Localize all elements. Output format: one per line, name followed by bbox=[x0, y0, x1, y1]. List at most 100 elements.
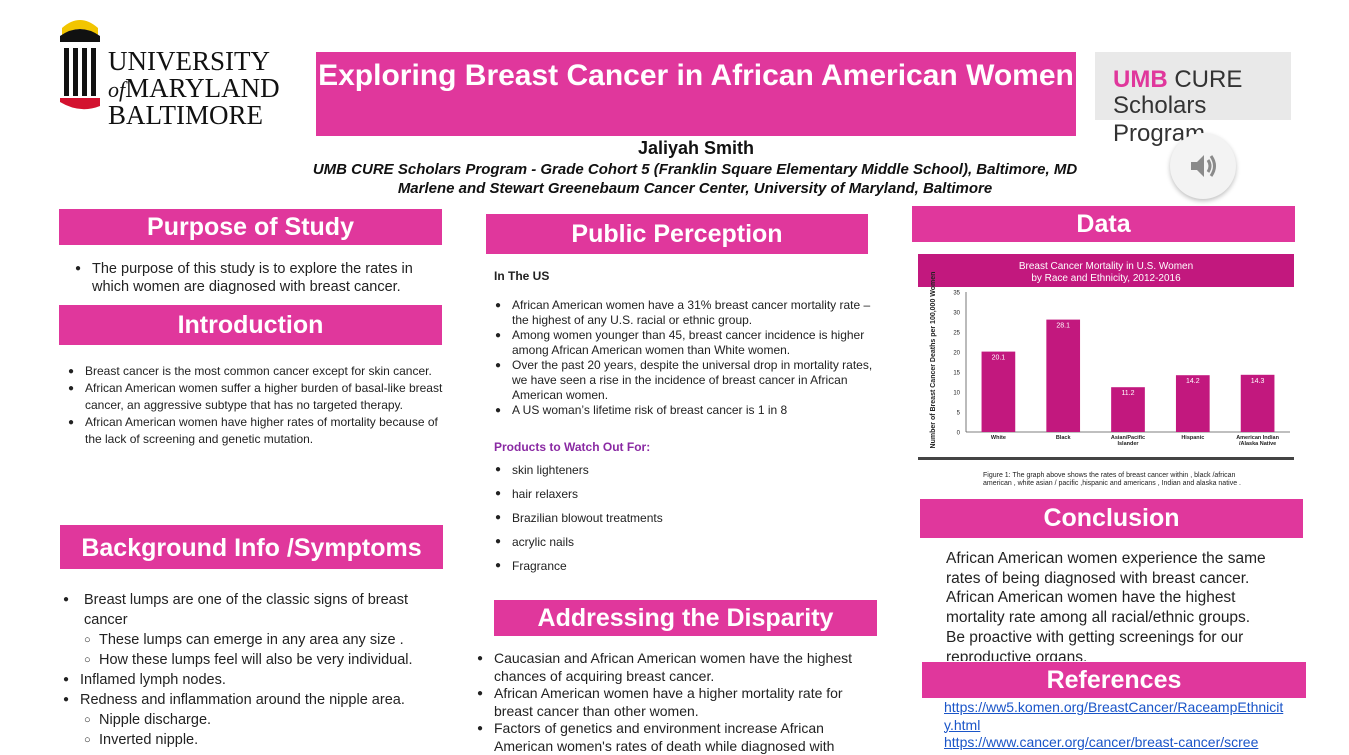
logo-of: of bbox=[108, 77, 126, 102]
umb-dome-icon bbox=[60, 20, 100, 110]
list-item: https://ww5.komen.org/BreastCancer/Racea… bbox=[944, 699, 1289, 734]
conclusion-list: African American women experience the sa… bbox=[946, 549, 1296, 661]
list-item: https://www.cancer.org/cancer/breast-can… bbox=[944, 734, 1289, 752]
list-item: African American women have a 31% breast… bbox=[495, 298, 890, 328]
disparity-list: Caucasian and African American women hav… bbox=[477, 650, 874, 755]
chart-title-line-2: by Race and Ethnicity, 2012-2016 bbox=[1031, 273, 1181, 284]
y-tick-label: 35 bbox=[953, 291, 960, 297]
cure-scholars-logo: UMB CURE Scholars Program bbox=[1095, 52, 1291, 147]
author-name: Jaliyah Smith bbox=[637, 138, 755, 158]
figure-caption: Figure 1: The graph above shows the rate… bbox=[983, 472, 1241, 487]
list-item: Be proactive with getting screenings for… bbox=[946, 628, 1296, 661]
logo-line-3: BALTIMORE bbox=[108, 100, 264, 130]
list-item: African American women have a higher mor… bbox=[477, 685, 874, 720]
list-item: The purpose of this study is to explore … bbox=[75, 260, 432, 296]
list-item: skin lighteners bbox=[495, 458, 812, 482]
speaker-icon bbox=[1191, 155, 1216, 177]
products-heading: Products to Watch Out For: bbox=[494, 440, 651, 454]
logo-line-1: UNIVERSITY bbox=[108, 46, 270, 76]
y-tick-label: 20 bbox=[953, 351, 960, 357]
umb-logo: UNIVERSITY ofMARYLAND BALTIMORE bbox=[58, 14, 288, 129]
mortality-chart: Breast Cancer Mortality in U.S. Women by… bbox=[918, 254, 1294, 460]
list-item: Fragrance bbox=[495, 554, 812, 578]
products-list: skin lighteners hair relaxers Brazilian … bbox=[495, 458, 812, 578]
x-tick-label: Black bbox=[1056, 435, 1072, 441]
y-tick-label: 10 bbox=[953, 391, 960, 397]
list-item: Inflamed lymph nodes. bbox=[63, 670, 440, 690]
chart-bar bbox=[1111, 387, 1145, 432]
introduction-heading: Introduction bbox=[59, 305, 442, 345]
list-item: African American women suffer a higher b… bbox=[68, 380, 445, 414]
bar-value-label: 28.1 bbox=[1056, 323, 1070, 330]
y-tick-label: 15 bbox=[953, 371, 960, 377]
reference-link-1[interactable]: https://ww5.komen.org/BreastCancer/Racea… bbox=[944, 699, 1284, 733]
list-item: Brazilian blowout treatments bbox=[495, 506, 812, 530]
poster-title: Exploring Breast Cancer in African Ameri… bbox=[316, 52, 1076, 136]
list-item: African American women have higher rates… bbox=[68, 414, 445, 448]
y-tick-label: 5 bbox=[957, 411, 961, 417]
background-heading: Background Info /Symptoms bbox=[60, 525, 443, 569]
list-item: hair relaxers bbox=[495, 482, 812, 506]
list-item: A US woman’s lifetime risk of breast can… bbox=[495, 403, 890, 418]
chart-y-label: Number of Breast Cancer Deaths per 100,0… bbox=[930, 272, 937, 449]
x-tick-label: White bbox=[991, 435, 1006, 441]
affiliation-1: UMB CURE Scholars Program - Grade Cohort… bbox=[312, 161, 1078, 178]
list-item: Over the past 20 years, despite the univ… bbox=[495, 358, 890, 403]
cure-logo-accent: UMB bbox=[1113, 66, 1168, 93]
chart-marks: 0 5 10 15 20 25 30 35 20.1 White 28.1 Black 11.2 Asia… bbox=[953, 291, 1279, 448]
list-item: Breast lumps are one of the classic sign… bbox=[63, 590, 440, 670]
x-tick-label: Hispanic bbox=[1181, 435, 1204, 441]
mortality-chart-svg: Breast Cancer Mortality in U.S. Women by… bbox=[918, 254, 1294, 460]
list-item-text: Breast lumps are one of the classic sign… bbox=[84, 592, 408, 628]
sub-list-item: How these lumps feel will also be very i… bbox=[84, 650, 440, 670]
bar-value-label: 14.3 bbox=[1251, 378, 1265, 385]
logo-line-2: MARYLAND bbox=[125, 73, 280, 103]
perception-list: African American women have a 31% breast… bbox=[495, 298, 890, 418]
chart-bar bbox=[981, 351, 1016, 432]
sub-list-item: Inverted nipple. bbox=[84, 730, 440, 750]
x-tick-label: American Indian bbox=[1236, 435, 1279, 441]
bar-value-label: 11.2 bbox=[1121, 390, 1134, 397]
chart-title-line-1: Breast Cancer Mortality in U.S. Women bbox=[1019, 261, 1193, 272]
y-tick-label: 25 bbox=[953, 331, 960, 337]
affiliation-2: Marlene and Stewart Greenebaum Cancer Ce… bbox=[397, 180, 993, 197]
list-item: Caucasian and African American women hav… bbox=[477, 650, 874, 685]
references-list: https://ww5.komen.org/BreastCancer/Racea… bbox=[944, 699, 1289, 753]
list-item: Redness and inflammation around the nipp… bbox=[63, 690, 440, 750]
chart-bar bbox=[1240, 374, 1275, 432]
list-item: Factors of genetics and environment incr… bbox=[477, 720, 874, 755]
purpose-list: The purpose of this study is to explore … bbox=[75, 260, 432, 296]
list-item-text: Redness and inflammation around the nipp… bbox=[80, 692, 405, 708]
introduction-list: Breast cancer is the most common cancer … bbox=[68, 363, 445, 448]
x-tick-label: Asian/Pacific bbox=[1111, 435, 1145, 441]
list-item: African American women have the highest … bbox=[946, 588, 1296, 627]
disparity-heading: Addressing the Disparity bbox=[494, 600, 877, 636]
y-tick-label: 0 bbox=[957, 431, 961, 437]
audio-button[interactable] bbox=[1170, 133, 1236, 199]
list-item: acrylic nails bbox=[495, 530, 812, 554]
list-item: Breast cancer is the most common cancer … bbox=[68, 363, 445, 380]
x-tick-label: Islander bbox=[1117, 441, 1139, 447]
list-item: Among women younger than 45, breast canc… bbox=[495, 328, 890, 358]
cure-logo-line-2: Scholars Program bbox=[1113, 92, 1207, 147]
cure-logo-word: CURE bbox=[1174, 66, 1243, 93]
y-tick-label: 30 bbox=[953, 311, 960, 317]
sub-list-item: These lumps can emerge in any area any s… bbox=[84, 630, 440, 650]
perception-subhead: In The US bbox=[494, 269, 550, 283]
conclusion-heading: Conclusion bbox=[920, 499, 1303, 538]
x-tick-label: /Alaska Native bbox=[1239, 441, 1276, 447]
purpose-heading: Purpose of Study bbox=[59, 209, 442, 245]
chart-bar bbox=[1175, 375, 1210, 432]
data-heading: Data bbox=[912, 206, 1295, 242]
chart-title-bg bbox=[918, 254, 1294, 287]
bar-value-label: 20.1 bbox=[992, 355, 1006, 362]
references-heading: References bbox=[922, 662, 1306, 698]
chart-bar bbox=[1046, 319, 1081, 432]
bar-value-label: 14.2 bbox=[1186, 378, 1200, 385]
chart-bottom-rule bbox=[918, 457, 1294, 460]
list-item: African American women experience the sa… bbox=[946, 549, 1296, 588]
background-list: Breast lumps are one of the classic sign… bbox=[63, 590, 440, 750]
sub-list-item: Nipple discharge. bbox=[84, 710, 440, 730]
reference-link-2[interactable]: https://www.cancer.org/cancer/breast-can… bbox=[944, 734, 1259, 750]
perception-heading: Public Perception bbox=[486, 214, 868, 254]
